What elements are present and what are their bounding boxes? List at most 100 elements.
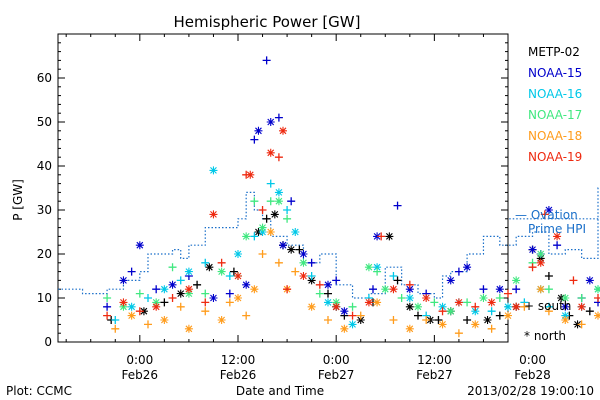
data-point [119, 276, 128, 285]
x-tick-time: 0:00 [323, 353, 350, 367]
data-point [487, 324, 496, 333]
data-point [397, 294, 406, 302]
data-point [176, 276, 185, 285]
data-point [242, 232, 251, 241]
data-point [283, 206, 292, 214]
data-point [258, 228, 267, 236]
data-point [299, 250, 308, 258]
data-point [504, 289, 512, 298]
data-point [209, 210, 218, 219]
data-point [258, 206, 267, 214]
data-point [512, 285, 521, 294]
y-axis-label: P [GW] [11, 179, 25, 221]
data-point [495, 311, 504, 320]
data-point [160, 316, 169, 324]
legend-entry: NOAA-17 [528, 108, 582, 122]
data-point [373, 267, 382, 276]
data-point [184, 267, 193, 276]
data-point [266, 148, 275, 157]
data-point [250, 135, 259, 144]
data-point [225, 272, 234, 280]
data-point [201, 307, 210, 316]
data-point [254, 228, 263, 236]
data-point [144, 294, 152, 302]
x-axis: 0:00Feb2612:00Feb260:00Feb2712:00Feb270:… [65, 34, 551, 382]
y-tick-label: 30 [37, 203, 52, 217]
data-point [569, 276, 578, 285]
data-point [279, 126, 287, 135]
data-point [463, 298, 472, 307]
data-point [246, 170, 255, 179]
data-point [205, 263, 214, 272]
ovation-hpi-step-line [58, 187, 600, 299]
data-point [495, 285, 504, 294]
legend-entry: NOAA-15 [528, 66, 582, 80]
data-point [487, 298, 496, 307]
data-point [414, 302, 422, 311]
data-point [184, 289, 193, 298]
data-point [291, 228, 300, 236]
data-point [201, 289, 210, 298]
data-point [446, 276, 455, 285]
data-point [585, 276, 594, 285]
data-point [266, 118, 275, 126]
legend-entry: NOAA-16 [528, 87, 582, 101]
legend: METP-02 NOAA-15 NOAA-16 NOAA-17 NOAA-18 NOAA-… [515, 45, 586, 236]
data-point [279, 241, 287, 250]
data-point [393, 201, 402, 210]
data-points [103, 56, 600, 338]
data-point [254, 126, 263, 135]
legend-entry: — Ovation [515, 208, 578, 222]
data-point [426, 316, 435, 324]
data-point [479, 294, 488, 302]
data-point [594, 311, 600, 320]
data-point [324, 280, 332, 289]
data-point [160, 285, 169, 294]
data-point [389, 316, 398, 324]
data-point [127, 267, 136, 276]
data-point [287, 197, 296, 206]
data-point [471, 307, 480, 316]
data-point [135, 307, 144, 316]
data-point [430, 298, 439, 307]
data-point [540, 210, 549, 219]
x-tick-date: Feb27 [416, 368, 453, 382]
data-point [139, 307, 148, 316]
data-point [307, 276, 316, 285]
data-point [152, 302, 161, 311]
data-point [512, 276, 521, 285]
data-point [234, 272, 242, 280]
data-point [594, 285, 600, 294]
data-point [373, 263, 382, 272]
data-point [463, 316, 472, 324]
data-point [135, 241, 144, 250]
data-point [217, 258, 226, 267]
data-point [103, 311, 112, 320]
y-tick-label: 10 [37, 291, 52, 305]
data-point [512, 302, 521, 311]
data-point [356, 311, 365, 320]
data-point [332, 298, 341, 307]
data-point [487, 307, 496, 316]
data-point [283, 214, 292, 223]
data-point [242, 311, 251, 320]
data-point [262, 56, 271, 65]
data-point [250, 285, 259, 294]
data-point [373, 298, 382, 307]
x-tick-time: 0:00 [126, 353, 153, 367]
data-point [168, 280, 177, 289]
data-point [274, 188, 283, 197]
data-point [152, 285, 161, 294]
timestamp: 2013/02/28 19:00:10 [467, 384, 594, 398]
data-point [585, 307, 594, 316]
data-point [262, 214, 271, 223]
data-point [504, 311, 512, 320]
data-point [209, 294, 218, 302]
data-point [479, 285, 488, 294]
data-point [405, 324, 414, 333]
data-point [414, 311, 422, 320]
data-point [225, 298, 234, 307]
data-point [393, 276, 402, 285]
data-point [422, 316, 431, 324]
data-point [176, 289, 185, 298]
